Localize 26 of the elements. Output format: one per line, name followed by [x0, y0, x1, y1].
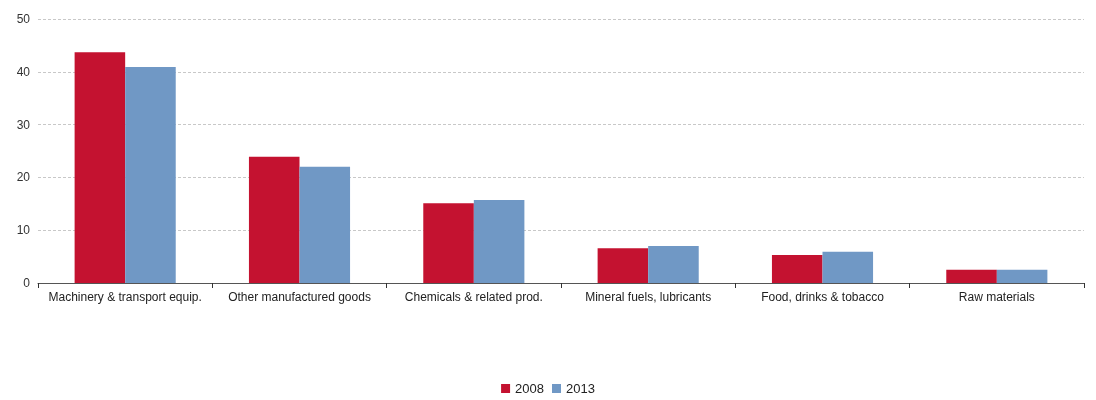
legend-label: 2008: [515, 381, 544, 396]
y-tick-label: 30: [16, 117, 31, 132]
x-tick-label: Raw materials: [958, 290, 1035, 304]
y-tick-label: 20: [16, 170, 31, 185]
bar: [423, 203, 474, 283]
y-tick-label: 50: [16, 12, 31, 26]
bar: [648, 246, 699, 283]
x-tick-label: Chemicals & related prod.: [404, 290, 543, 304]
x-tick-label: Mineral fuels, lubricants: [585, 290, 712, 304]
bar: [299, 166, 351, 283]
x-tick-label: Food, drinks & tobacco: [761, 290, 885, 304]
bar: [996, 269, 1048, 283]
y-tick-label: 40: [16, 64, 31, 79]
legend-label: 2013: [566, 381, 595, 396]
bar: [473, 200, 525, 283]
bar: [74, 52, 126, 283]
x-tick-label: Other manufactured goods: [228, 290, 371, 304]
bar: [597, 248, 649, 283]
bar: [771, 255, 823, 283]
x-tick-label: Machinery & transport equip.: [48, 290, 202, 304]
bar: [248, 156, 300, 283]
bar: [125, 67, 176, 283]
bar: [946, 269, 997, 283]
y-tick-label: 10: [16, 223, 31, 238]
y-tick-label: 0: [23, 276, 31, 290]
bar: [822, 251, 874, 283]
